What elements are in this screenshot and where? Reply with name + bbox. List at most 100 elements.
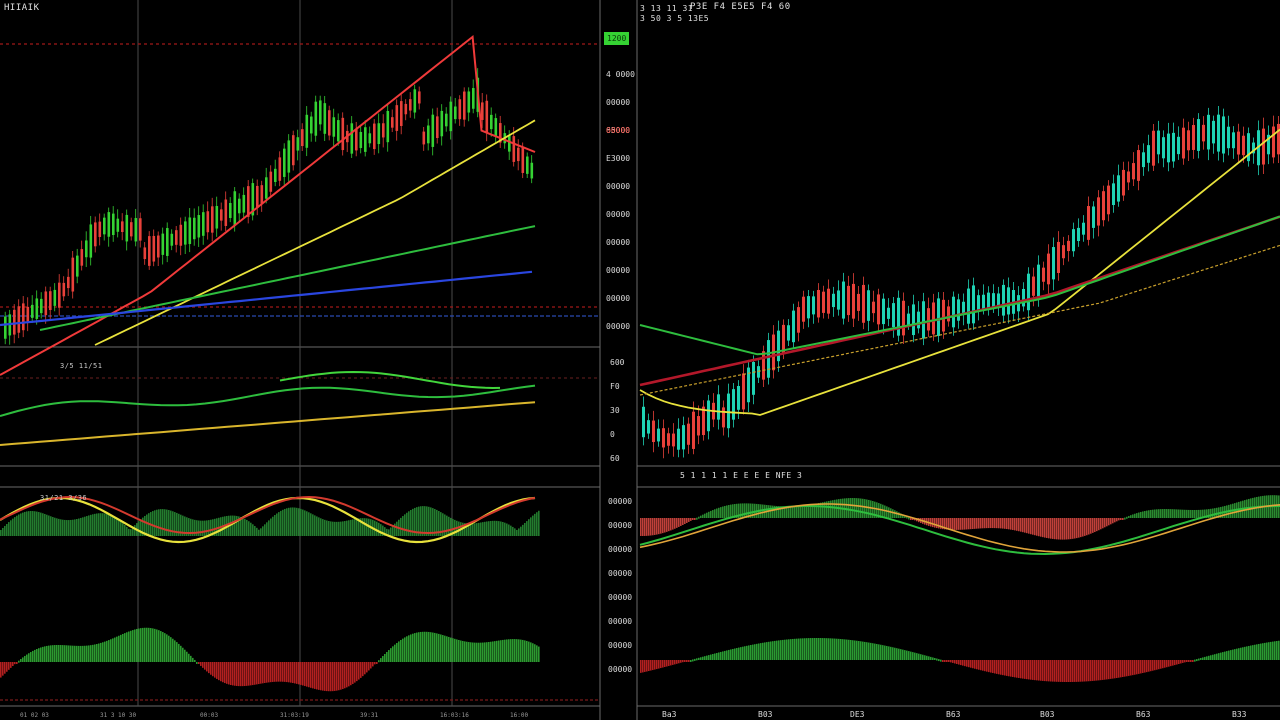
right-lower-hist xyxy=(1222,652,1224,660)
left-candle xyxy=(265,177,268,199)
right-lower-hist xyxy=(1040,660,1042,681)
right-lower-hist xyxy=(700,657,702,660)
left-osc-hist xyxy=(396,521,398,536)
left-osc-hist xyxy=(278,512,280,536)
left-osc-hist xyxy=(194,519,196,536)
right-osc-hist xyxy=(1052,518,1054,539)
left-osc-hist xyxy=(172,511,174,536)
left-osc-hist xyxy=(246,519,248,536)
right-osc-hist xyxy=(962,518,964,530)
time-label-left-2: 00:03 xyxy=(200,712,219,719)
left-lower-hist xyxy=(508,639,510,662)
left-candle xyxy=(134,218,138,242)
right-lower-hist xyxy=(734,648,736,660)
left-lower-hist xyxy=(416,632,418,662)
right-candle xyxy=(1177,136,1180,155)
right-candle xyxy=(892,303,895,328)
left-candle xyxy=(274,168,277,182)
right-osc-hist xyxy=(898,512,900,518)
right-osc-hist xyxy=(694,518,696,520)
left-osc-hist xyxy=(28,511,30,536)
left-osc-hist xyxy=(298,508,300,536)
right-lower-hist xyxy=(1170,660,1172,667)
left-candle xyxy=(395,105,399,131)
left-lower-hist xyxy=(146,627,148,662)
right-candle xyxy=(917,311,920,329)
time-label-right-2: DE3 xyxy=(850,710,865,719)
left-osc-hist xyxy=(186,517,188,536)
right-osc-hist xyxy=(980,518,982,529)
left-candle xyxy=(301,129,304,147)
left-lower-hist xyxy=(12,662,14,666)
left-lower-hist xyxy=(30,652,32,662)
left-candle xyxy=(71,257,75,292)
left-osc-hist xyxy=(200,520,202,536)
left-osc-hist xyxy=(162,509,164,536)
left-lower-hist xyxy=(492,641,494,662)
left-osc-hist xyxy=(400,517,402,536)
left-candle xyxy=(409,99,412,111)
right-lower-hist xyxy=(1024,660,1026,679)
left-osc-hist xyxy=(434,508,436,536)
left-osc-hist xyxy=(502,521,504,536)
right-osc-hist xyxy=(682,518,684,526)
left-lower-hist xyxy=(302,662,304,686)
right-osc-hist xyxy=(826,501,828,518)
right-candle xyxy=(1262,128,1265,165)
left-osc-hist xyxy=(58,518,60,536)
left-osc-hist xyxy=(288,507,290,536)
right-osc-hist xyxy=(884,505,886,518)
left-lower-hist xyxy=(348,662,350,687)
right-lower-hist xyxy=(766,642,768,660)
left-lower-hist xyxy=(140,628,142,662)
left-lower-hist xyxy=(102,642,104,662)
left-osc-hist xyxy=(30,511,32,536)
right-lower-hist xyxy=(922,654,924,660)
left-osc-hist xyxy=(12,518,14,536)
left-lower-hist xyxy=(294,662,296,684)
left-lower-hist xyxy=(304,662,306,687)
right-osc-hist xyxy=(810,504,812,518)
right-lower-hist xyxy=(998,660,1000,675)
right-lower-hist xyxy=(1158,660,1160,670)
right-osc-hist xyxy=(952,518,954,530)
left-lower-hist xyxy=(118,635,120,662)
left-lower-hist xyxy=(178,643,180,662)
left-osc-hist xyxy=(322,519,324,536)
left-osc-hist xyxy=(484,521,486,536)
left-osc-hist xyxy=(504,522,506,536)
right-lower-hist xyxy=(876,643,878,660)
right-lower-hist xyxy=(926,655,928,660)
left-candle xyxy=(314,101,318,136)
left-candle xyxy=(152,235,156,262)
left-candle xyxy=(283,148,286,177)
price-label-0: 4 0000 xyxy=(606,70,635,79)
right-osc-hist xyxy=(904,515,906,518)
right-lower-hist xyxy=(916,653,918,660)
left-osc-hist xyxy=(234,515,236,536)
right-lower-hist xyxy=(1032,660,1034,680)
right-candle xyxy=(657,428,660,442)
right-lower-hist xyxy=(672,660,674,665)
right-candle xyxy=(1022,288,1025,307)
right-lower-hist xyxy=(1198,658,1200,661)
right-osc-hist xyxy=(868,499,870,518)
osc-axis-label-7: 00000 xyxy=(608,665,633,674)
left-lower-hist xyxy=(334,662,336,691)
left-osc-hist xyxy=(94,513,96,536)
left-lower-hist xyxy=(292,662,294,684)
right-osc-hist xyxy=(644,518,646,536)
right-osc-hist xyxy=(794,506,796,518)
right-lower-hist xyxy=(752,644,754,660)
left-lower-hist xyxy=(268,662,270,683)
right-osc-hist xyxy=(986,518,988,529)
left-osc-hist xyxy=(90,514,92,536)
right-lower-hist xyxy=(988,660,990,673)
right-lower-hist xyxy=(680,660,682,663)
left-candle xyxy=(179,224,183,246)
left-osc-hist xyxy=(102,513,104,536)
right-lower-hist xyxy=(1074,660,1076,682)
left-candle xyxy=(94,222,97,247)
right-osc-hist xyxy=(1026,518,1028,534)
